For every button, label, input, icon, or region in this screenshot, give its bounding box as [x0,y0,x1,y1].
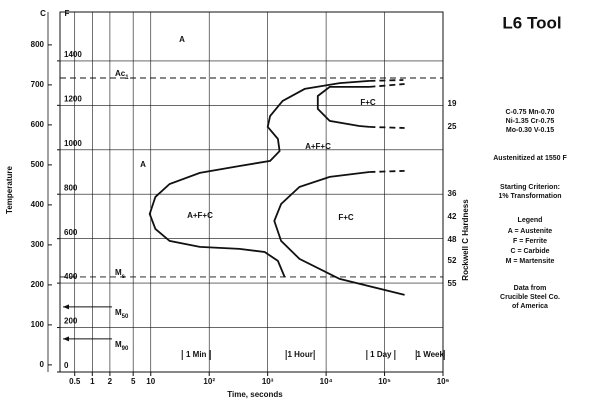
y-tick-label: 1400 [64,50,82,59]
reference-label-sub: 90 [122,345,129,351]
source: Data from [514,285,547,292]
chart-title: L6 Tool [502,13,561,32]
y2-tick-label: 600 [31,120,45,129]
x-tick-label: 10² [203,377,215,386]
region-label: A [179,35,185,44]
x-tick-label: 5 [131,377,136,386]
plot-frame [59,11,444,373]
reference-label-main: M [115,340,122,349]
legend-entry: A = Austenite [508,228,553,235]
y2-tick-label: 200 [31,280,45,289]
curve [369,170,405,173]
arrow-head [63,304,69,310]
reference-label-main: Ac [115,69,126,78]
y-tick-label: 0 [64,361,69,370]
y-unit: F [65,9,70,18]
y2-tick-label: 400 [31,200,45,209]
criterion: 1% Transformation [498,193,561,200]
y2-unit: C [40,9,46,18]
reference-label-main: M [115,308,122,317]
reference-label: M50 [115,308,129,319]
curve [369,83,405,88]
time-marker-label: 1 Hour [287,350,312,359]
curve [273,171,405,296]
y2-tick-label: 100 [31,320,45,329]
y-tick-label: 1200 [64,94,82,103]
region-label: A+F+C [305,142,331,151]
hardness-tick-label: 48 [448,235,457,244]
source: of America [512,303,548,310]
criterion: Starting Criterion: [500,184,560,191]
reference-label-sub: 1 [125,75,129,81]
y-axis-label: Temperature [5,166,14,214]
time-marker-label: 1 Week [417,350,445,359]
region-label: F+C [360,98,376,107]
reference-label: M90 [115,340,129,351]
austenitized: Austenitized at 1550 F [493,155,567,162]
x-tick-label: 10⁵ [378,377,391,386]
composition: C-0.75 Mn-0.70 [505,109,554,116]
region-label: F+C [338,213,354,222]
legend-entry: M = Martensite [506,258,555,265]
y-tick-label: 200 [64,317,78,326]
x-tick-label: 0.5 [69,377,81,386]
legend-title: Legend [518,217,543,224]
source: Crucible Steel Co. [500,294,560,301]
y2-tick-label: 800 [31,40,45,49]
curve [148,80,370,278]
hardness-tick-label: 55 [448,279,457,288]
reference-label: Ac1 [115,69,129,80]
hardness-tick-label: 36 [448,189,457,198]
reference-label: Ms [115,268,126,279]
curve [369,126,405,129]
legend-entry: F = Ferrite [513,238,547,245]
reference-label-main: M [115,268,122,277]
x-tick-label: 10 [146,377,155,386]
legend-entry: C = Carbide [510,248,549,255]
x-tick-label: 10⁶ [437,377,450,386]
composition: Mo-0.30 V-0.15 [506,127,554,134]
x-tick-label: 10³ [262,377,274,386]
x-tick-label: 1 [90,377,95,386]
hardness-tick-label: 42 [448,212,457,221]
y2-tick-label: 700 [31,80,45,89]
hardness-tick-label: 52 [448,256,457,265]
x-axis-label: Time, seconds [227,390,283,399]
hardness-tick-label: 25 [448,122,457,131]
region-label: A [140,160,146,169]
x-tick-label: 2 [108,377,113,386]
reference-label-sub: s [122,273,126,279]
hardness-axis-label: Rockwell C Hardness [461,199,470,281]
reference-label-sub: 50 [122,313,129,319]
time-marker-label: 1 Day [370,350,392,359]
time-marker-label: 1 Min [186,350,207,359]
curve [316,86,370,128]
composition: Ni-1.35 Cr-0.75 [506,118,555,125]
curve [369,79,404,82]
y-tick-label: 600 [64,228,78,237]
y2-tick-label: 0 [40,360,45,369]
region-label: A+F+C [187,211,213,220]
y2-tick-label: 500 [31,160,45,169]
y-tick-label: 800 [64,183,78,192]
hardness-tick-label: 19 [448,99,457,108]
y2-tick-label: 300 [31,240,45,249]
x-tick-label: 10⁴ [320,377,333,386]
y-tick-label: 1000 [64,139,82,148]
arrow-head [63,336,69,342]
